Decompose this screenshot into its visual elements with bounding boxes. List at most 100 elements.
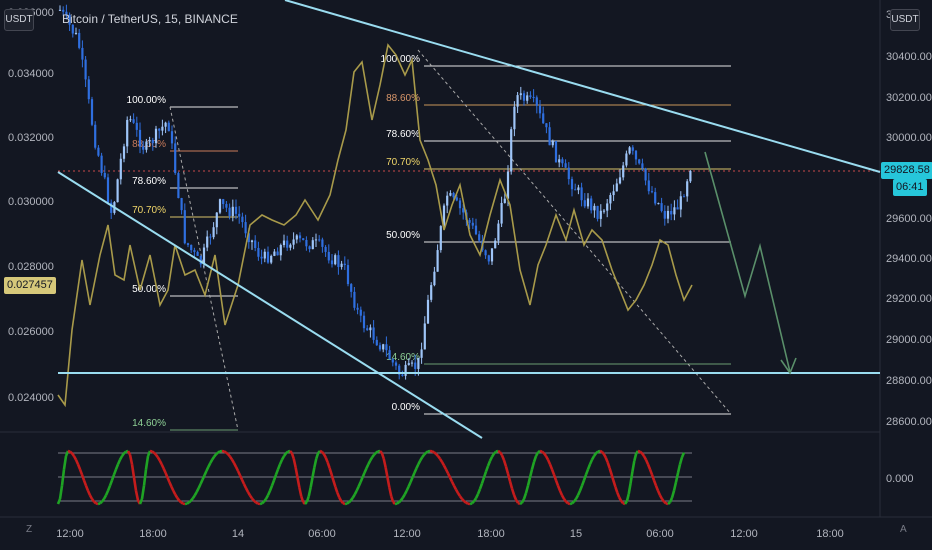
candle-body [202, 247, 206, 265]
candle-body [199, 255, 202, 265]
stoch-k-segment [225, 451, 229, 456]
candle-body [324, 246, 327, 252]
candle-body [455, 197, 458, 201]
candle-body [442, 205, 446, 227]
stoch-k-segment [172, 490, 177, 496]
stoch-k-segment [97, 502, 101, 506]
stoch-k-segment [112, 468, 118, 476]
fib-right-label: 78.60% [386, 129, 420, 140]
stoch-k-segment [188, 499, 192, 504]
stoch-k-segment [480, 477, 486, 484]
candle-body [478, 234, 481, 241]
stoch-k-segment [379, 450, 383, 454]
candle-body [218, 199, 222, 213]
auto-scale-icon[interactable]: A [900, 524, 907, 535]
candle-body [378, 345, 382, 350]
stoch-k-segment [476, 488, 482, 495]
stoch-k-segment [298, 487, 303, 497]
stoch-k-segment [569, 502, 573, 506]
stoch-k-segment [623, 500, 628, 505]
fibonacci-levels[interactable]: 100.00% 88.60% 78.60% 70.70% 50.00% 14.60% 100… [127, 49, 732, 431]
right-axis-tick: 30400.00 [886, 51, 932, 63]
stoch-k-segment [307, 487, 312, 497]
candle-body [561, 159, 564, 164]
candle-body [228, 207, 231, 217]
stoch-k-segment [217, 450, 221, 454]
fib-right-label: 88.60% [386, 93, 420, 104]
stoch-k-segment [274, 468, 280, 476]
stoch-k-segment [123, 450, 127, 455]
candle-body [270, 255, 273, 263]
right-unit-label[interactable]: USDT [890, 9, 920, 31]
stoch-k-segment [484, 465, 490, 473]
candle-body [673, 207, 676, 215]
stoch-k-segment [100, 498, 106, 503]
stoch-k-segment [512, 494, 518, 501]
stoch-k-segment [604, 457, 609, 463]
trend-drawings[interactable] [57, 0, 881, 439]
stoch-k-segment [674, 472, 680, 483]
stoch-k-segment [266, 490, 272, 496]
stoch-k-segment [567, 502, 571, 506]
stoch-k-segment [102, 494, 108, 500]
stoch-k-segment [392, 501, 396, 505]
candle-body [574, 189, 577, 191]
candle-body [292, 239, 295, 245]
stoch-k-segment [667, 501, 671, 506]
stoch-k-segment [508, 480, 514, 489]
stoch-k-segment [405, 486, 410, 492]
stoch-k-segment [646, 463, 652, 470]
stoch-k-segment [411, 472, 416, 479]
stoch-k-segment [361, 472, 366, 479]
stoch-k-segment [670, 490, 676, 499]
candle-body [350, 284, 353, 292]
candle-body [407, 363, 410, 365]
stoch-k-segment [401, 493, 406, 499]
stoch-k-segment [612, 480, 617, 488]
stoch-k-segment [663, 500, 667, 505]
stoch-k-segment [138, 498, 144, 505]
stoch-k-segment [465, 501, 469, 505]
right-axis-tick: 29600.00 [886, 213, 932, 225]
stoch-k-segment [528, 469, 534, 478]
left-unit-label[interactable]: USDT [4, 9, 34, 31]
stoch-k-segment [203, 470, 208, 476]
stoch-k-segment [259, 502, 263, 506]
right-axis-tick: 29000.00 [886, 334, 932, 346]
stoch-k-segment [546, 459, 552, 465]
candle-body [385, 344, 388, 351]
stoch-k-segment [625, 493, 630, 502]
stoch-k-segment [542, 452, 548, 457]
stoch-k-segment [495, 449, 499, 453]
candle-body [538, 105, 542, 114]
stoch-k-segment [571, 500, 575, 505]
candle-body [516, 95, 519, 107]
candle-body [686, 181, 689, 197]
candle-body [78, 32, 81, 48]
stoch-k-segment [272, 474, 278, 481]
candle-body [234, 206, 238, 214]
stoch-k-segment [463, 500, 467, 504]
stoch-k-segment [230, 458, 236, 464]
candle-body [615, 183, 618, 192]
stoch-k-segment [490, 452, 496, 458]
overlay-line-series [57, 43, 693, 408]
stoch-k-segment [178, 499, 183, 504]
stoch-k-segment [270, 479, 276, 487]
time-axis-tick: 18:00 [477, 528, 505, 540]
stoch-k-segment [104, 490, 110, 496]
stoch-k-segment [524, 485, 530, 494]
stoch-k-segment [130, 464, 136, 478]
candle-body [356, 307, 359, 310]
stoch-k-segment [278, 459, 284, 465]
candle-body [119, 158, 122, 180]
stoch-k-segment [162, 467, 167, 474]
stoch-k-segment [110, 474, 116, 481]
stoch-k-segment [134, 490, 140, 501]
stoch-k-segment [322, 453, 327, 459]
zoom-toggle-icon[interactable]: Z [26, 524, 33, 535]
stoch-k-segment [95, 502, 99, 506]
candle-body [670, 210, 673, 215]
stoch-k-segment [300, 495, 305, 503]
